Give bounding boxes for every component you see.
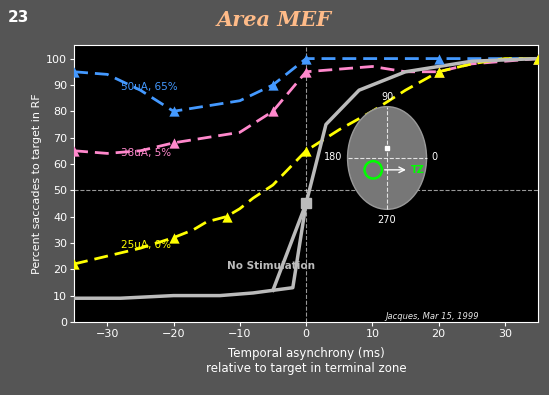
Text: Jacques, Mar 15, 1999: Jacques, Mar 15, 1999 bbox=[385, 312, 479, 321]
Point bbox=[434, 55, 443, 62]
Point bbox=[169, 140, 178, 146]
Text: 180: 180 bbox=[324, 152, 343, 162]
Text: 0: 0 bbox=[432, 152, 438, 162]
Text: 23: 23 bbox=[8, 10, 30, 25]
Point bbox=[302, 69, 311, 75]
Point bbox=[434, 69, 443, 75]
Text: 50uA, 65%: 50uA, 65% bbox=[121, 82, 177, 92]
Text: TZ: TZ bbox=[411, 165, 424, 175]
Text: 25uA, 0%: 25uA, 0% bbox=[121, 240, 171, 250]
Point bbox=[302, 55, 311, 62]
Text: 38uA, 5%: 38uA, 5% bbox=[121, 148, 171, 158]
Point bbox=[268, 108, 277, 115]
Point bbox=[70, 69, 79, 75]
Point bbox=[70, 261, 79, 267]
Point bbox=[434, 69, 443, 75]
Point bbox=[534, 55, 542, 62]
Text: 270: 270 bbox=[378, 215, 396, 225]
X-axis label: Temporal asynchrony (ms)
relative to target in terminal zone: Temporal asynchrony (ms) relative to tar… bbox=[206, 347, 406, 375]
Point bbox=[70, 148, 79, 154]
Point bbox=[169, 235, 178, 241]
Point bbox=[222, 213, 231, 220]
Ellipse shape bbox=[348, 107, 427, 209]
Text: 90: 90 bbox=[381, 92, 393, 102]
Point bbox=[302, 148, 311, 154]
Text: Area MEF: Area MEF bbox=[217, 10, 332, 30]
Point bbox=[268, 82, 277, 88]
Y-axis label: Percent saccades to target in RF: Percent saccades to target in RF bbox=[32, 93, 42, 274]
Text: No Stimulation: No Stimulation bbox=[227, 261, 315, 271]
Point bbox=[534, 55, 542, 62]
Point bbox=[169, 108, 178, 115]
Point bbox=[534, 55, 542, 62]
